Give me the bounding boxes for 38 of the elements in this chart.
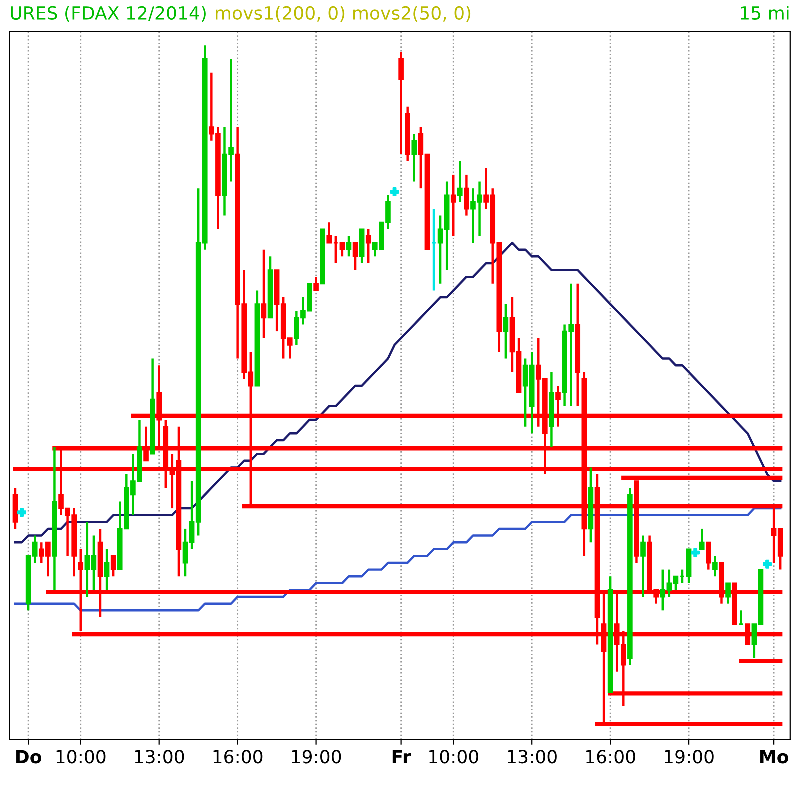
candlestick	[464, 174, 470, 217]
chart-subtitle: movs1(200, 0) movs2(50, 0)	[216, 6, 471, 22]
x-tick-label: 16:00	[586, 750, 636, 764]
x-tick-label: Fr	[392, 750, 412, 764]
candlestick	[706, 541, 712, 571]
x-tick-label: Mo	[760, 750, 788, 764]
candlestick	[640, 534, 646, 598]
candlestick	[314, 276, 319, 292]
candlestick	[458, 160, 463, 204]
point	[763, 560, 772, 569]
x-tick-label: 10:00	[430, 750, 478, 764]
chart-title: URES (FDAX 12/2014)	[11, 6, 206, 22]
candlestick	[726, 582, 731, 605]
x-tick-label: 13:00	[508, 750, 557, 764]
candlestick	[412, 133, 418, 183]
x-tick-label: Do	[16, 750, 42, 764]
candlestick	[503, 303, 509, 360]
candlestick	[326, 222, 332, 244]
x-tick-label: 19:00	[665, 750, 714, 764]
point	[390, 187, 400, 196]
x-tick-label: 19:00	[292, 750, 342, 764]
candlestick	[699, 528, 705, 550]
candlestick	[346, 235, 352, 258]
candlestick	[366, 228, 372, 265]
x-tick-label: 16:00	[214, 750, 263, 764]
x-tick-label: 10:00	[56, 750, 106, 764]
candlestick	[340, 242, 346, 258]
candlestick	[104, 548, 110, 592]
text: 15 mi	[741, 6, 789, 20]
candlestick	[398, 51, 404, 156]
x-tick-label: 13:00	[135, 750, 184, 764]
candlestick	[352, 242, 358, 272]
candlestick	[110, 555, 116, 578]
point	[691, 548, 700, 558]
candlestick	[450, 174, 456, 238]
point	[18, 508, 27, 518]
candlestick	[261, 248, 267, 340]
candlestick	[712, 555, 718, 578]
